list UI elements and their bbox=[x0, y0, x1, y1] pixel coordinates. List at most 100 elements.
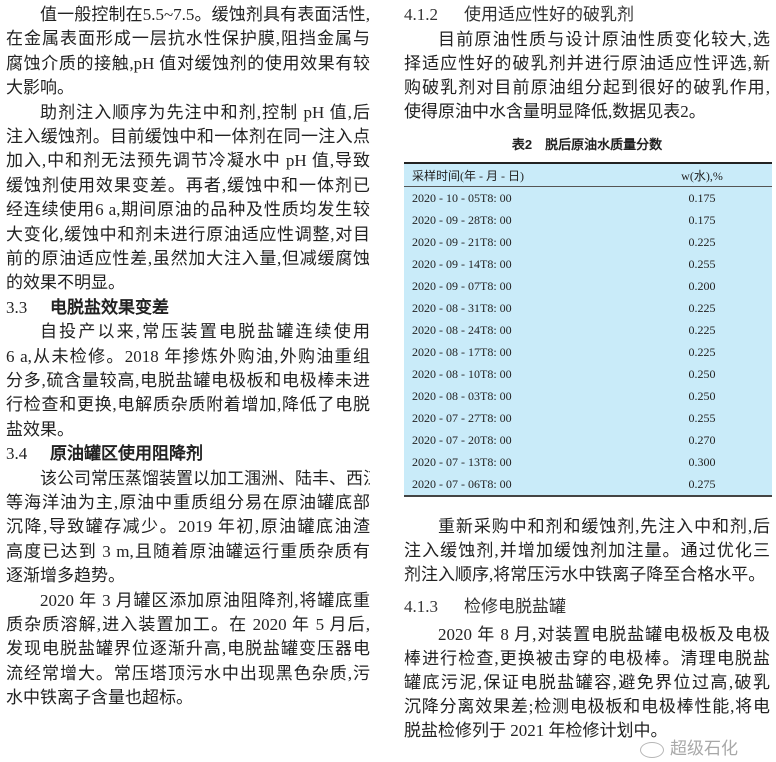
wechat-icon bbox=[640, 741, 664, 758]
header-water-fraction: w(水),% bbox=[632, 162, 772, 187]
paragraph-line: 脱盐检修列于 2021 年检修计划中。 bbox=[404, 721, 668, 740]
water-fraction-cell: 0.225 bbox=[688, 234, 716, 249]
section-number: 4.1.3 bbox=[404, 597, 438, 616]
water-fraction-cell: 0.300 bbox=[688, 454, 716, 469]
section-title: 检修电脱盐罐 bbox=[464, 597, 566, 616]
paragraph-line: 盐效果。 bbox=[6, 419, 74, 439]
paragraph-line: 逐渐增多趋势。 bbox=[6, 566, 125, 586]
paragraph-line: 等海洋油为主,原油中重质组分易在原油罐底部 bbox=[6, 493, 370, 512]
table-row: 2020 - 07 - 20T8: 00 0.270 bbox=[404, 429, 772, 451]
header-sampling-time: 采样时间(年 - 月 - 日) bbox=[404, 162, 632, 187]
watermark-logo: 超级石化 bbox=[640, 734, 738, 759]
water-fraction-cell: 0.175 bbox=[688, 190, 716, 205]
table-row: 2020 - 10 - 05T8: 00 0.175 bbox=[404, 187, 772, 210]
section-title: 原油罐区使用阻降剂 bbox=[50, 444, 203, 464]
paragraph-line: 经连续使用6 a,期间原油的品种及性质均发生较 bbox=[6, 200, 370, 220]
sampling-time-cell: 2020 - 07 - 20T8: 00 bbox=[412, 432, 512, 447]
paragraph-line: 前的原油适应性差,虽然加大注入量,但减缓腐蚀 bbox=[6, 249, 370, 268]
section-heading: 4.1.2 使用适应性好的破乳剂 bbox=[404, 3, 770, 27]
paragraph-line: 重新采购中和剂和缓蚀剂,先注入中和剂,后 bbox=[438, 517, 770, 536]
water-fraction-cell: 0.270 bbox=[688, 432, 716, 447]
sampling-time-cell: 2020 - 07 - 06T8: 00 bbox=[404, 473, 632, 497]
sampling-time-cell: 2020 - 07 - 27T8: 00 bbox=[412, 410, 512, 425]
section-number: 4.1.2 bbox=[404, 5, 438, 24]
table-row: 2020 - 08 - 03T8: 00 0.250 bbox=[404, 385, 772, 407]
water-fraction-cell: 0.225 bbox=[688, 322, 716, 337]
paragraph-line: 流经常增大。常压塔顶污水中出现黑色杂质,污 bbox=[6, 663, 370, 683]
paragraph-line: 棒进行检查,更换被击穿的电极棒。清理电脱盐 bbox=[404, 649, 770, 668]
paragraph-line: 助剂注入顺序为先注中和剂,控制 pH 值,后 bbox=[40, 102, 370, 122]
sampling-time-cell: 2020 - 09 - 07T8: 00 bbox=[412, 278, 512, 293]
table-row: 2020 - 08 - 10T8: 00 0.250 bbox=[404, 363, 772, 385]
section-number: 3.3 bbox=[6, 297, 28, 317]
water-fraction-cell: 0.200 bbox=[688, 278, 716, 293]
water-fraction-cell: 0.250 bbox=[688, 388, 716, 403]
paragraph-line: 大变化,缓蚀中和剂未进行原油适应性调整,对目 bbox=[6, 224, 370, 244]
paragraph-line: 沉降,导致罐存减少。2019 年初,原油罐底油渣 bbox=[6, 517, 370, 537]
paragraph-line: 使得原油中水含量明显降低,数据见表2。 bbox=[404, 102, 706, 121]
sampling-time-cell: 2020 - 07 - 13T8: 00 bbox=[412, 454, 512, 469]
paragraph-line: 在金属表面形成一层抗水性保护膜,阻挡金属与 bbox=[6, 29, 370, 49]
section-title: 电脱盐效果变差 bbox=[50, 297, 169, 317]
water-content-table: 采样时间(年 - 月 - 日) w(水),% 2020 - 10 - 05T8:… bbox=[404, 162, 772, 497]
paragraph-line: 2020 年 8 月,对装置电脱盐罐电极板及电极 bbox=[438, 625, 770, 644]
sampling-time-cell: 2020 - 08 - 10T8: 00 bbox=[412, 366, 512, 381]
paragraph-line: 缓蚀剂使用效果变差。再者,缓蚀中和一体剂已 bbox=[6, 175, 370, 195]
table-row: 2020 - 08 - 17T8: 00 0.225 bbox=[404, 341, 772, 363]
sampling-time-cell: 2020 - 08 - 17T8: 00 bbox=[412, 344, 512, 359]
table-row: 2020 - 09 - 07T8: 00 0.200 bbox=[404, 275, 772, 297]
paragraph-line: 剂注入顺序,将常压污水中铁离子降至合格水平。 bbox=[404, 565, 766, 584]
paragraph-line: 该公司常压蒸馏装置以加工涠洲、陆丰、西江 bbox=[40, 468, 370, 488]
water-fraction-cell: 0.275 bbox=[632, 473, 772, 497]
paragraph-line: 6 a,从未检修。2018 年掺炼外购油,外购油重组 bbox=[6, 346, 370, 366]
sampling-time-cell: 2020 - 08 - 03T8: 00 bbox=[412, 388, 512, 403]
paragraph-line: 水中铁离子含量也超标。 bbox=[6, 688, 193, 708]
table-row: 2020 - 07 - 13T8: 00 0.300 bbox=[404, 451, 772, 473]
water-fraction-cell: 0.255 bbox=[688, 256, 716, 271]
paragraph-line: 自投产以来,常压装置电脱盐罐连续使用 bbox=[40, 322, 370, 342]
sampling-time-cell: 2020 - 08 - 24T8: 00 bbox=[412, 322, 512, 337]
water-fraction-cell: 0.255 bbox=[688, 410, 716, 425]
table-row: 2020 - 09 - 21T8: 00 0.225 bbox=[404, 231, 772, 253]
table-row: 2020 - 09 - 28T8: 00 0.175 bbox=[404, 209, 772, 231]
paragraph-line: 注入缓蚀剂。目前缓蚀中和一体剂在同一注入点 bbox=[6, 127, 370, 146]
sampling-time-cell: 2020 - 09 - 28T8: 00 bbox=[412, 212, 512, 227]
water-fraction-cell: 0.175 bbox=[688, 212, 716, 227]
water-fraction-cell: 0.225 bbox=[688, 300, 716, 315]
section-number: 3.4 bbox=[6, 444, 28, 464]
table-row: 2020 - 09 - 14T8: 00 0.255 bbox=[404, 253, 772, 275]
sampling-time-cell: 2020 - 08 - 31T8: 00 bbox=[412, 300, 512, 315]
sampling-time-cell: 2020 - 09 - 21T8: 00 bbox=[412, 234, 512, 249]
paragraph-line: 分多,硫含量较高,电脱盐罐电极板和电极棒未进 bbox=[6, 371, 370, 390]
paragraph-line: 的效果不明显。 bbox=[6, 273, 125, 293]
paragraph-line: 购破乳剂对目前原油组分起到很好的破乳作用, bbox=[404, 78, 770, 97]
paragraph-line: 加入,中和剂无法预先调节冷凝水中 pH 值,导致 bbox=[6, 151, 370, 171]
table-caption: 表2 脱后原油水质量分数 bbox=[511, 137, 663, 152]
paragraph-line: 腐蚀介质的接触,pH 值对缓蚀剂的使用效果有较 bbox=[6, 53, 370, 73]
sampling-time-cell: 2020 - 10 - 05T8: 00 bbox=[412, 190, 512, 205]
paragraph-line: 沉降分离效果差;检测电极板和电极棒性能,将电 bbox=[404, 697, 770, 716]
section-heading: 3.4 原油罐区使用阻降剂 bbox=[6, 442, 370, 466]
watermark-text: 超级石化 bbox=[670, 739, 738, 758]
sampling-time-cell: 2020 - 09 - 14T8: 00 bbox=[412, 256, 512, 271]
table-row: 2020 - 08 - 31T8: 00 0.225 bbox=[404, 297, 772, 319]
paragraph-line: 目前原油性质与设计原油性质变化较大,选 bbox=[438, 30, 770, 49]
paragraph-line: 值一般控制在5.5~7.5。缓蚀剂具有表面活性, bbox=[40, 5, 370, 24]
paragraph-line: 大影响。 bbox=[6, 78, 74, 98]
table-row: 2020 - 08 - 24T8: 00 0.225 bbox=[404, 319, 772, 341]
paragraph-line: 罐底污泥,保证电脱盐罐容,避免界位过高,破乳 bbox=[404, 673, 770, 692]
paragraph-line: 择适应性好的破乳剂并进行原油适应性评选,新 bbox=[404, 54, 770, 73]
table-row: 2020 - 07 - 27T8: 00 0.255 bbox=[404, 407, 772, 429]
paragraph-line: 行检查和更换,电解质杂质附着增加,降低了电脱 bbox=[6, 395, 370, 415]
table-header-row: 采样时间(年 - 月 - 日) w(水),% bbox=[404, 162, 772, 187]
paragraph-line: 质杂质溶解,进入装置加工。在 2020 年 5 月后, bbox=[6, 615, 370, 634]
section-heading: 3.3 电脱盐效果变差 bbox=[6, 296, 370, 320]
section-heading: 4.1.3 检修电脱盐罐 bbox=[404, 595, 770, 619]
section-title: 使用适应性好的破乳剂 bbox=[464, 5, 634, 24]
table-row: 2020 - 07 - 06T8: 00 0.275 bbox=[404, 473, 772, 497]
paragraph-line: 发现电脱盐罐界位逐渐升高,电脱盐罐变压器电 bbox=[6, 639, 370, 659]
water-fraction-cell: 0.225 bbox=[688, 344, 716, 359]
paragraph-line: 2020 年 3 月罐区添加原油阻降剂,将罐底重 bbox=[40, 590, 370, 610]
paragraph-line: 注入缓蚀剂,并增加缓蚀剂加注量。通过优化三 bbox=[404, 541, 770, 560]
water-fraction-cell: 0.250 bbox=[688, 366, 716, 381]
